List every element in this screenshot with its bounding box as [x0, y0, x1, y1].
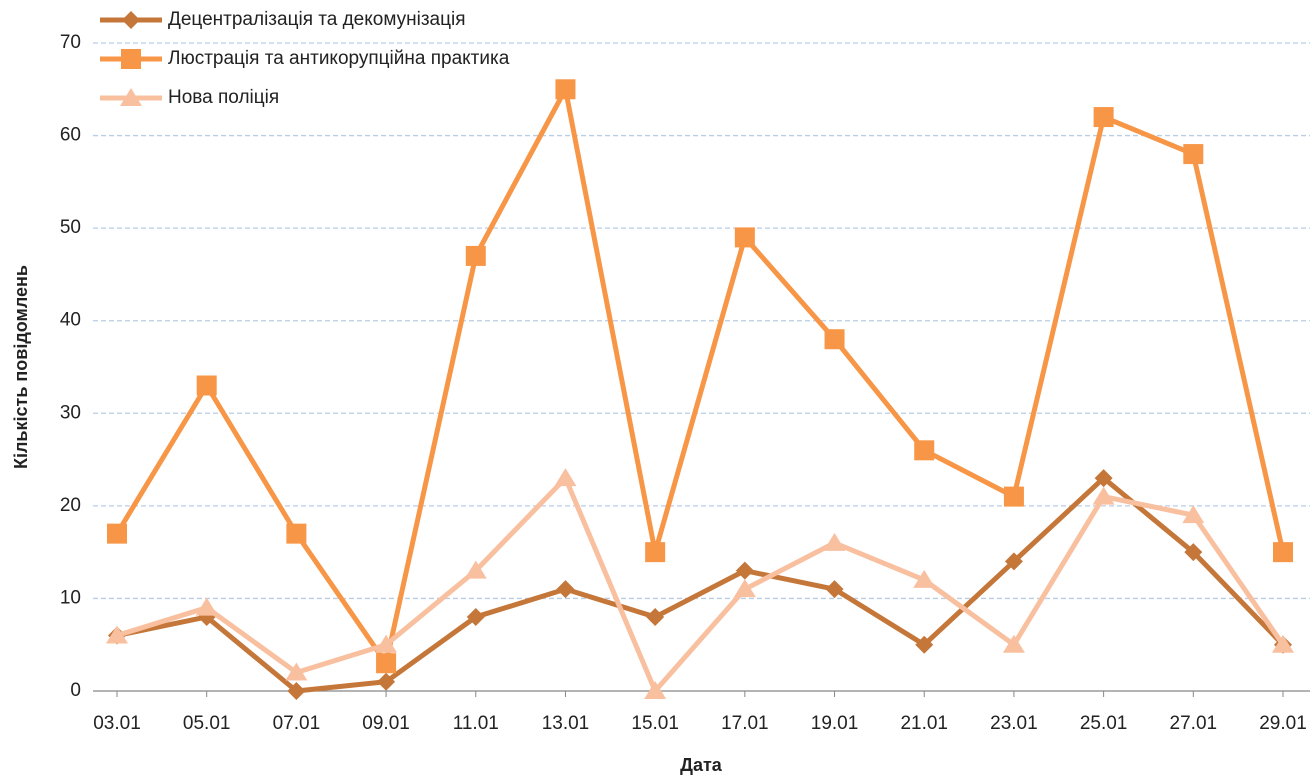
point	[466, 607, 485, 626]
point	[287, 682, 306, 700]
point	[555, 79, 576, 100]
point	[1092, 486, 1115, 505]
x-tick-label: 07.01	[273, 713, 321, 734]
x-tick-label: 27.01	[1170, 713, 1218, 734]
point	[465, 245, 486, 266]
point	[464, 560, 487, 579]
point	[1272, 634, 1294, 653]
series-line	[114, 86, 1286, 666]
point	[554, 468, 577, 487]
point	[915, 635, 934, 654]
x-tick-label: 19.01	[811, 713, 859, 734]
point	[825, 580, 844, 599]
point	[107, 523, 127, 544]
point	[1003, 486, 1024, 507]
point	[644, 681, 667, 699]
x-tick-label: 05.01	[183, 713, 231, 734]
point	[376, 653, 397, 674]
x-axis-title: Дата	[680, 755, 723, 775]
y-axis-title: Кількість повідомлень	[11, 265, 31, 469]
point	[1093, 107, 1114, 128]
x-tick-label: 03.01	[93, 713, 141, 734]
x-tick-label: 23.01	[990, 713, 1038, 734]
point	[1182, 505, 1205, 524]
point	[195, 597, 218, 616]
series-line	[116, 475, 1285, 694]
x-tick-label: 25.01	[1080, 713, 1128, 734]
y-tick-label: 20	[60, 495, 81, 516]
y-tick-label: 40	[60, 310, 81, 331]
point	[556, 580, 575, 599]
point	[733, 579, 756, 598]
point	[106, 625, 128, 644]
point	[377, 672, 396, 691]
series-line	[116, 475, 1286, 694]
point	[120, 88, 142, 106]
point	[375, 634, 398, 653]
point	[286, 523, 307, 544]
point	[913, 569, 936, 588]
point	[645, 542, 666, 563]
point	[823, 532, 846, 551]
point	[1004, 552, 1023, 571]
y-tick-label: 30	[60, 402, 81, 423]
point	[285, 662, 308, 681]
x-tick-label: 21.01	[900, 713, 948, 734]
x-tick-label: 29.01	[1259, 713, 1307, 734]
point	[1184, 543, 1203, 562]
x-tick-label: 11.01	[453, 713, 499, 734]
legend-label: Децентралізація та декомунізація	[168, 9, 466, 30]
legend-label: Нова поліція	[168, 87, 279, 108]
point	[824, 329, 845, 350]
point	[646, 607, 665, 626]
point	[735, 561, 754, 580]
point	[1094, 469, 1113, 488]
x-tick-label: 09.01	[362, 713, 410, 734]
point	[1002, 634, 1025, 653]
x-tick-label: 15.01	[631, 713, 679, 734]
point	[914, 440, 935, 461]
point	[196, 375, 217, 396]
point	[1273, 542, 1293, 563]
y-tick-label: 0	[70, 680, 81, 701]
legend-label: Люстрація та антикорупційна практика	[168, 48, 510, 69]
y-tick-label: 10	[60, 587, 81, 608]
point	[122, 11, 140, 29]
y-tick-label: 70	[60, 32, 81, 53]
x-tick-label: 17.01	[721, 713, 769, 734]
point	[734, 227, 755, 248]
y-tick-label: 60	[60, 125, 81, 146]
point	[121, 49, 141, 69]
y-tick-label: 50	[60, 217, 81, 238]
point	[1183, 144, 1204, 165]
x-tick-label: 13.01	[542, 713, 590, 734]
